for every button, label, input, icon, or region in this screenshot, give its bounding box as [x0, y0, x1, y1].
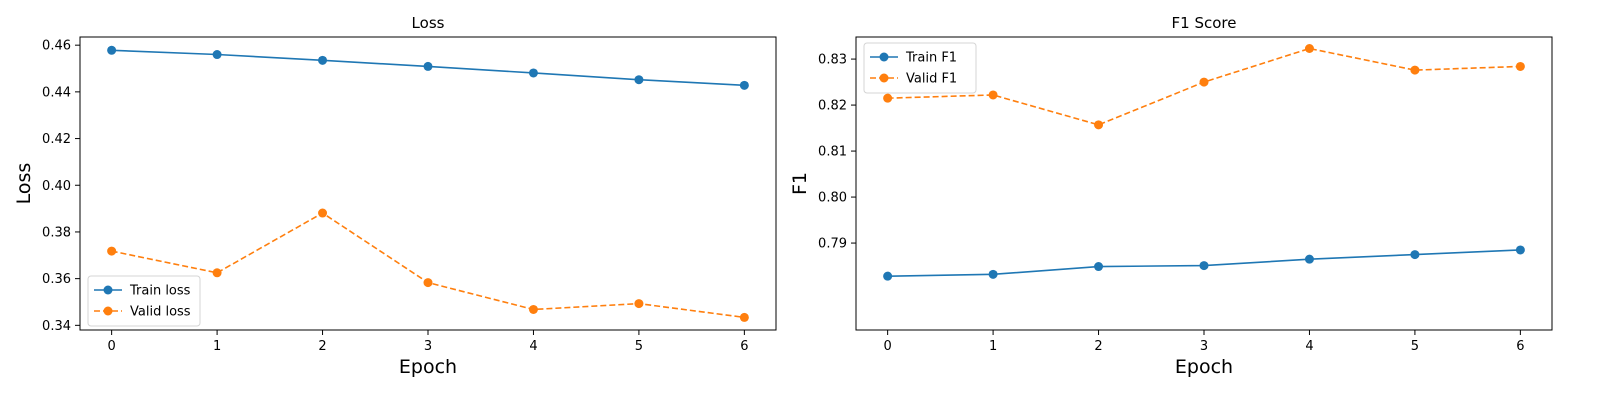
legend-marker: [103, 285, 113, 295]
x-tick-label: 0: [107, 339, 115, 354]
data-point: [1199, 77, 1209, 87]
x-tick-label: 6: [1516, 339, 1524, 354]
y-tick-label: 0.83: [818, 53, 847, 68]
chart-panel-1: F1 Score 0 1 2 3 4 5 6 0.79 0.80 0.81 0.82 0.83 Epoch…: [789, 14, 1553, 378]
data-point: [739, 80, 749, 90]
y-tick-label: 0.79: [818, 237, 847, 252]
data-point: [1199, 261, 1209, 271]
x-tick-label: 3: [1200, 339, 1208, 354]
data-point: [883, 271, 893, 281]
x-tick-label: 4: [529, 339, 537, 354]
data-point: [634, 299, 644, 309]
y-tick-label: 0.44: [42, 85, 71, 100]
plot-frame: [855, 36, 1553, 331]
data-point: [1515, 245, 1525, 255]
data-point: [528, 304, 538, 314]
legend: Train F1 Valid F1: [863, 42, 977, 94]
y-tick-label: 0.40: [42, 179, 71, 194]
chart-title: Loss: [412, 14, 445, 32]
x-tick-label: 5: [1411, 339, 1419, 354]
legend-marker: [879, 73, 889, 83]
data-point: [1094, 262, 1104, 272]
x-axis-title: Epoch: [1175, 356, 1233, 378]
data-point: [318, 208, 328, 218]
y-axis-title: F1: [789, 172, 811, 195]
plot-frame: [79, 36, 777, 331]
data-point: [212, 50, 222, 60]
data-point: [1304, 43, 1314, 53]
y-tick-label: 0.82: [818, 99, 847, 114]
y-tick-label: 0.36: [42, 272, 71, 287]
data-point: [318, 55, 328, 65]
legend-label: Train F1: [905, 51, 957, 66]
y-tick-label: 0.46: [42, 39, 71, 54]
x-tick-label: 1: [989, 339, 997, 354]
data-point: [1515, 61, 1525, 71]
x-tick-label: 5: [635, 339, 643, 354]
data-point: [528, 68, 538, 78]
data-point: [1410, 250, 1420, 260]
data-point: [988, 90, 998, 100]
data-point: [212, 268, 222, 278]
data-point: [107, 45, 117, 55]
x-tick-label: 1: [213, 339, 221, 354]
x-tick-label: 0: [883, 339, 891, 354]
data-point: [634, 75, 644, 85]
legend-marker: [879, 52, 889, 62]
data-point: [423, 278, 433, 288]
chart-panel-0: Loss 0 1 2 3 4 5 6 0.34 0.36 0.38 0.40 0.42 0.44 0.46 E…: [13, 14, 777, 378]
x-tick-label: 2: [318, 339, 326, 354]
x-axis-title: Epoch: [399, 356, 457, 378]
data-point: [988, 269, 998, 279]
data-point: [1410, 65, 1420, 75]
legend-box: [863, 42, 977, 94]
x-tick-label: 3: [424, 339, 432, 354]
y-tick-label: 0.80: [818, 191, 847, 206]
legend-label: Valid F1: [906, 72, 957, 87]
x-tick-label: 6: [740, 339, 748, 354]
legend-label: Valid loss: [130, 305, 191, 320]
legend-label: Train loss: [129, 284, 191, 299]
y-tick-label: 0.34: [42, 319, 71, 334]
legend: Train loss Valid loss: [87, 275, 201, 327]
series-line-1: [111, 212, 745, 319]
y-tick-label: 0.38: [42, 225, 71, 240]
legend-box: [87, 275, 201, 327]
y-axis-title: Loss: [13, 163, 35, 205]
legend-marker: [103, 306, 113, 316]
x-tick-label: 4: [1305, 339, 1313, 354]
x-tick-label: 2: [1094, 339, 1102, 354]
chart-title: F1 Score: [1172, 14, 1237, 32]
y-tick-label: 0.42: [42, 132, 71, 147]
data-point: [423, 61, 433, 71]
data-point: [739, 312, 749, 322]
y-tick-label: 0.81: [818, 145, 847, 160]
data-point: [883, 93, 893, 103]
series-line-1: [887, 47, 1521, 126]
data-point: [1094, 120, 1104, 130]
data-point: [1304, 254, 1314, 264]
data-point: [107, 246, 117, 256]
